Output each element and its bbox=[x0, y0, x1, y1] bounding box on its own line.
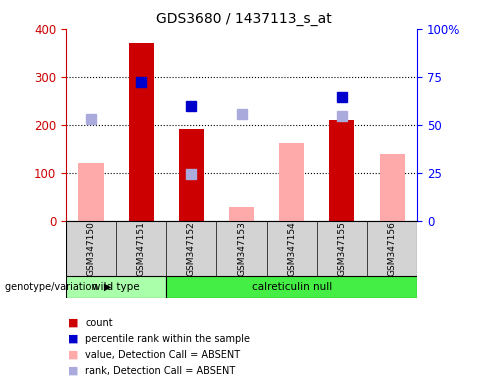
Bar bbox=[179, 129, 204, 221]
Text: value, Detection Call = ABSENT: value, Detection Call = ABSENT bbox=[85, 350, 241, 360]
Text: count: count bbox=[85, 318, 113, 328]
Text: percentile rank within the sample: percentile rank within the sample bbox=[85, 334, 250, 344]
Text: rank, Detection Call = ABSENT: rank, Detection Call = ABSENT bbox=[85, 366, 236, 376]
Text: GSM347151: GSM347151 bbox=[137, 221, 146, 276]
Text: GSM347154: GSM347154 bbox=[287, 221, 296, 276]
Bar bbox=[166, 276, 417, 298]
Text: GDS3680 / 1437113_s_at: GDS3680 / 1437113_s_at bbox=[156, 12, 332, 25]
Text: GSM347153: GSM347153 bbox=[237, 221, 246, 276]
Text: GSM347156: GSM347156 bbox=[387, 221, 397, 276]
Text: ■: ■ bbox=[68, 334, 79, 344]
Text: GSM347150: GSM347150 bbox=[86, 221, 96, 276]
Bar bbox=[129, 43, 154, 221]
Text: wild type: wild type bbox=[92, 282, 140, 292]
Text: ■: ■ bbox=[68, 366, 79, 376]
Text: GSM347155: GSM347155 bbox=[337, 221, 346, 276]
Text: calreticulin null: calreticulin null bbox=[252, 282, 332, 292]
Bar bbox=[229, 207, 254, 221]
Bar bbox=[279, 143, 305, 221]
Bar bbox=[380, 154, 405, 221]
Bar bbox=[66, 276, 166, 298]
Text: ■: ■ bbox=[68, 350, 79, 360]
Bar bbox=[79, 163, 103, 221]
Text: genotype/variation  ▶: genotype/variation ▶ bbox=[5, 282, 111, 292]
Text: GSM347152: GSM347152 bbox=[187, 221, 196, 276]
Bar bbox=[329, 120, 354, 221]
Text: ■: ■ bbox=[68, 318, 79, 328]
